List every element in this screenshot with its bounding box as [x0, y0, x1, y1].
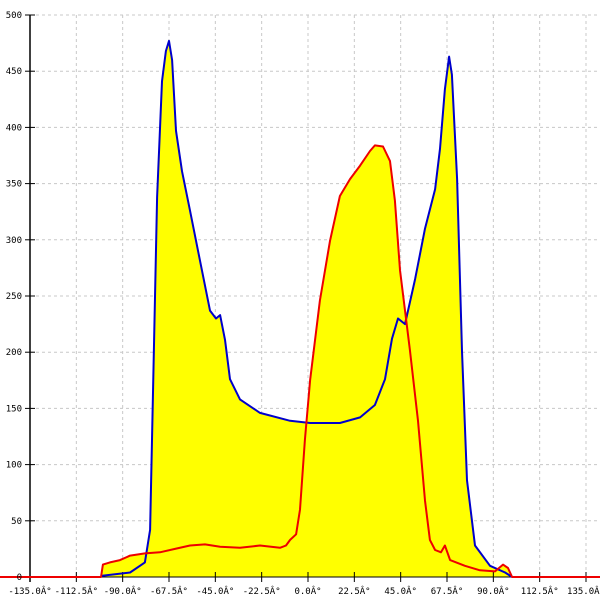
x-tick-label: -90.0Â°	[104, 585, 142, 597]
x-tick-label: 135.0Â°	[567, 585, 600, 597]
area-fill	[30, 145, 586, 577]
area-fills	[30, 40, 586, 577]
x-tick-label: 90.0Â°	[477, 585, 510, 597]
y-tick-label: 0	[17, 573, 22, 583]
x-tick-label: -67.5Â°	[150, 585, 188, 597]
x-tick-label: -135.0Â°	[8, 585, 51, 597]
x-tick-label: 112.5Â°	[521, 585, 559, 597]
y-tick-label: 50	[11, 517, 22, 527]
y-tick-label: 350	[6, 180, 22, 190]
x-tick-label: 45.0Â°	[384, 585, 417, 597]
x-tick-label: -112.5Â°	[55, 585, 98, 597]
series-lines	[0, 39, 600, 578]
x-tick-label: -45.0Â°	[196, 585, 234, 597]
series-line-2	[0, 144, 600, 578]
x-tick-label: 22.5Â°	[338, 585, 371, 597]
tick-labels: 0 50 100 150 200 250 300 350 400 450 500 -135.0Â° -1…	[6, 11, 600, 597]
y-tick-label: 450	[6, 67, 22, 77]
y-tick-label: 500	[6, 11, 22, 21]
y-tick-label: 250	[6, 292, 22, 302]
y-tick-label: 400	[6, 123, 22, 133]
y-tick-label: 200	[6, 348, 22, 358]
y-tick-label: 150	[6, 404, 22, 414]
x-tick-label: 67.5Â°	[431, 585, 464, 597]
x-tick-label: -22.5Â°	[243, 585, 281, 597]
series-line-1	[100, 39, 513, 578]
y-tick-label: 300	[6, 236, 22, 246]
y-tick-label: 100	[6, 461, 22, 471]
x-tick-label: 0.0Â°	[294, 585, 321, 597]
